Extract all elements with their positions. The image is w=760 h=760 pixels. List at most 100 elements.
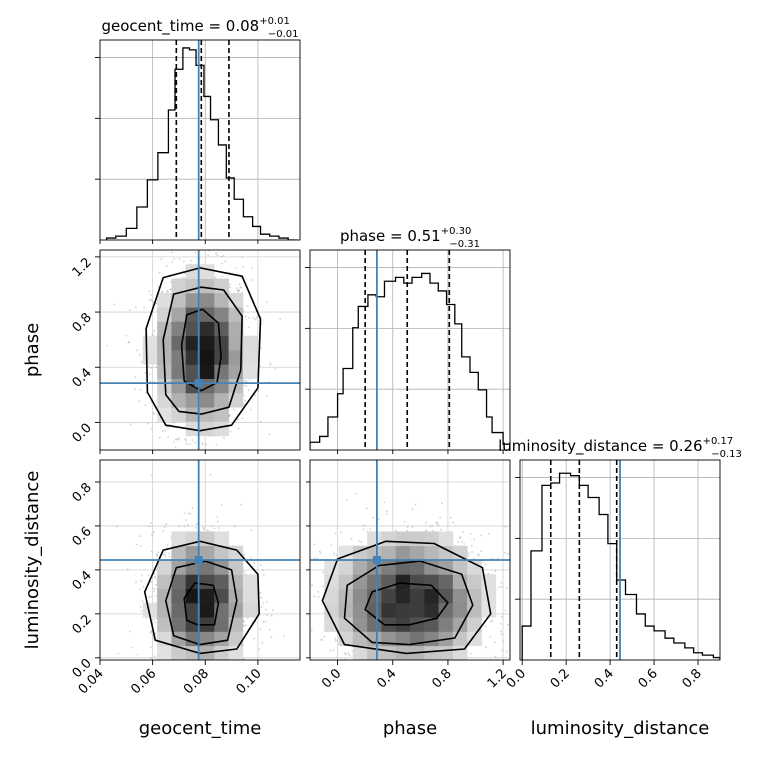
sample-point (431, 529, 434, 532)
frame-2d-1 (99, 459, 301, 661)
density-cell (467, 617, 482, 632)
sample-point (494, 570, 497, 572)
sample-point (213, 664, 215, 666)
sample-point (140, 610, 143, 612)
sample-point (210, 667, 212, 669)
sample-point (259, 628, 262, 631)
density-cell (228, 321, 244, 337)
sample-point (185, 248, 187, 250)
density-cell (228, 631, 244, 647)
sample-point (413, 665, 415, 667)
sample-point (148, 365, 150, 368)
sample-point (505, 586, 508, 589)
ytick-label-luminosity_distance-4: 0.8 (70, 480, 95, 505)
sample-point (241, 417, 244, 420)
density-cell (200, 278, 215, 294)
density-cell (214, 531, 229, 547)
sample-point (473, 538, 475, 541)
sample-point (397, 684, 399, 686)
sample-point (461, 540, 464, 543)
sample-point (294, 640, 296, 642)
sample-point (174, 438, 177, 441)
sample-point (163, 526, 166, 529)
density-cell (424, 645, 439, 660)
density-cell (352, 631, 368, 647)
sample-point (500, 615, 503, 618)
sample-point (150, 401, 153, 404)
sample-point (477, 553, 480, 556)
density-cell (452, 631, 468, 647)
sample-point (244, 379, 246, 382)
sample-point (152, 531, 155, 533)
density-cell (424, 602, 439, 618)
density-cell (410, 617, 425, 632)
density-cell (228, 574, 244, 589)
sample-point (500, 581, 503, 584)
sample-point (269, 364, 271, 366)
xtick-label-luminosity_distance-4: 0.8 (680, 666, 705, 691)
sample-point (148, 290, 151, 293)
density-cell (200, 335, 215, 351)
sample-point (452, 521, 455, 524)
sample-point (156, 553, 158, 556)
density-cell (214, 392, 229, 408)
sample-point (323, 635, 326, 638)
density-cell (452, 560, 468, 575)
sample-point (183, 512, 186, 515)
sample-point (313, 595, 315, 598)
density-cell (424, 545, 439, 561)
sample-point (246, 617, 249, 619)
sample-point (241, 256, 243, 259)
density-cell (171, 407, 187, 422)
sample-point (115, 525, 118, 528)
sample-point (178, 258, 181, 260)
sample-point (430, 685, 432, 687)
frame-2d-2 (309, 459, 511, 661)
sample-point (480, 550, 483, 552)
sample-point (169, 288, 172, 291)
sample-point (139, 605, 142, 608)
sample-point (214, 674, 216, 676)
sample-point (150, 550, 153, 553)
sample-point (215, 443, 218, 446)
sample-point (347, 652, 350, 654)
density-cell (452, 574, 468, 589)
sample-point (195, 527, 197, 529)
sample-point (195, 704, 197, 706)
sample-point (316, 557, 319, 560)
sample-point (155, 594, 158, 597)
sample-point (412, 661, 414, 663)
sample-point (260, 347, 262, 350)
sample-point (183, 525, 186, 528)
sample-point (414, 503, 417, 506)
sample-point (305, 573, 307, 575)
sample-point (344, 653, 347, 656)
sample-point (167, 291, 169, 293)
sample-point (187, 523, 189, 526)
sample-point (243, 384, 245, 387)
panel-2d-phase-luminosity_distance (294, 460, 516, 687)
sample-point (403, 520, 406, 523)
sample-point (441, 502, 443, 505)
sample-point (260, 606, 263, 608)
xaxis-label-phase: phase (383, 718, 437, 739)
sample-point (228, 455, 230, 457)
sample-point (220, 255, 223, 258)
sample-point (154, 575, 156, 578)
sample-point (202, 443, 205, 446)
sample-point (270, 614, 273, 617)
sample-point (469, 532, 472, 535)
density-cell (171, 392, 187, 408)
sample-point (162, 530, 165, 532)
sample-point (113, 303, 116, 306)
sample-point (237, 418, 239, 421)
hist-step-phase (310, 272, 510, 450)
sample-point (514, 614, 516, 616)
sample-point (222, 437, 225, 439)
sample-point (139, 545, 142, 548)
density-cell (438, 645, 454, 660)
sample-point (468, 552, 470, 555)
contour-1-1 (165, 560, 238, 646)
sample-point (456, 661, 458, 663)
sample-point (462, 531, 465, 534)
